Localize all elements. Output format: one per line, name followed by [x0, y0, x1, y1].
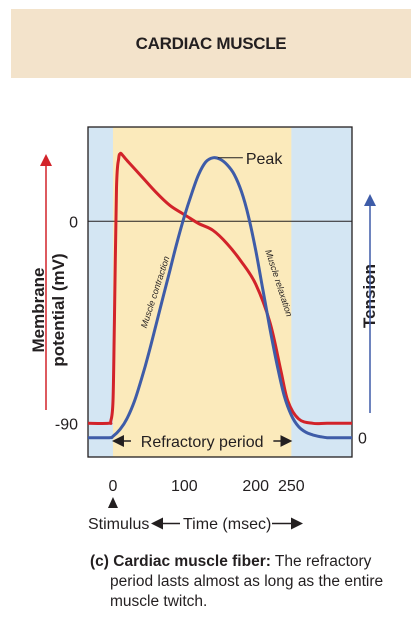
x-tick-100: 100: [171, 478, 198, 495]
figure-title: CARDIAC MUSCLE: [135, 33, 287, 53]
peak-label: Peak: [246, 151, 283, 168]
left-axis-title-line1: Membrane: [29, 267, 48, 352]
x-tick-0: 0: [109, 478, 118, 495]
caption-label: (c) Cardiac muscle fiber:: [90, 553, 271, 570]
membrane-potential-line: [87, 151, 352, 426]
figure-caption: (c) Cardiac muscle fiber: The refractory…: [90, 552, 410, 612]
right-tick-0: 0: [358, 431, 367, 448]
caption-line-1-rest: The refractory: [270, 553, 372, 570]
plot-frame: [87, 126, 353, 458]
caption-line-1: (c) Cardiac muscle fiber: The refractory: [90, 552, 410, 572]
left-axis-title-line2: potential (mV): [49, 253, 68, 366]
figure-header: CARDIAC MUSCLE: [11, 9, 411, 78]
left-tick-minus-90: -90: [55, 416, 78, 433]
x-tick-200: 200: [242, 478, 269, 495]
stimulus-label: Stimulus: [88, 516, 149, 533]
left-tick-0: 0: [69, 214, 78, 231]
stimulus-marker-icon: [107, 497, 118, 508]
tension-line: [87, 156, 352, 440]
caption-line-3: muscle twitch.: [110, 593, 208, 610]
left-axis-title: Membrane potential (mV): [29, 253, 68, 366]
x-axis-title: Time (msec): [183, 516, 271, 533]
x-tick-250: 250: [278, 478, 305, 495]
refractory-period-arrow: Refractory period: [111, 434, 293, 451]
refractory-period-label: Refractory period: [141, 434, 264, 451]
refractory-period-band: [112, 127, 292, 457]
caption-line-2: period lasts almost as long as the entir…: [110, 573, 384, 590]
